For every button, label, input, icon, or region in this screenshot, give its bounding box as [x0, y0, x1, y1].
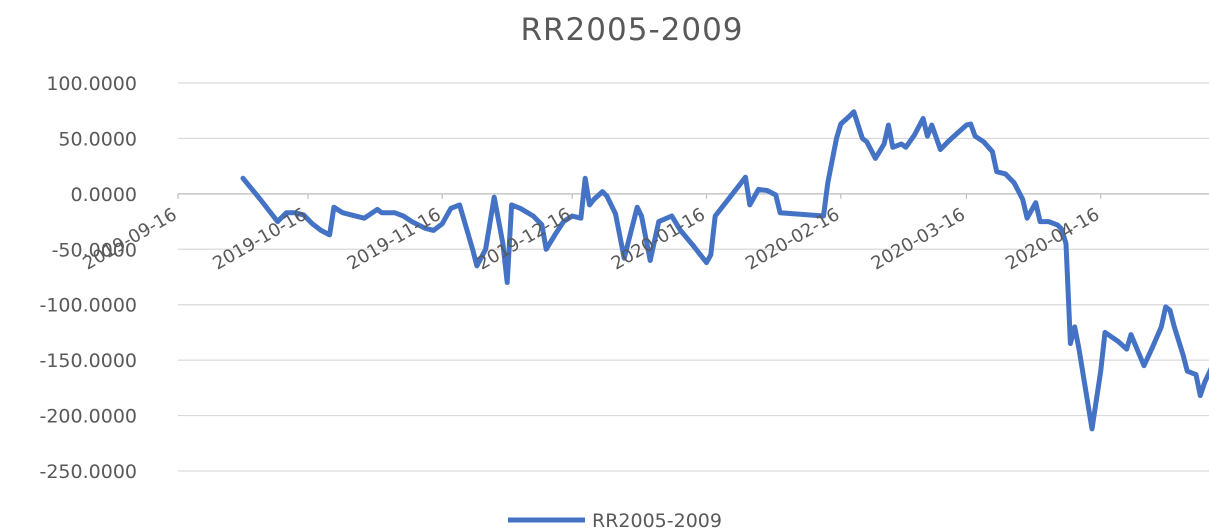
- x-tick-label: 2020-04-16: [1002, 204, 1103, 274]
- x-tick-label: 2020-01-16: [608, 204, 709, 274]
- gridlines: [177, 82, 1209, 472]
- x-tick-label: 2019-10-16: [209, 204, 310, 274]
- series-line: [240, 109, 1209, 432]
- y-tick-label: -50.0000: [52, 239, 137, 261]
- y-axis-tick-labels: 100.0000 50.0000 0.0000 -50.0000 -100.0000 -1…: [39, 73, 137, 483]
- legend-label: RR2005-2009: [592, 510, 722, 532]
- y-tick-label: 0.0000: [71, 184, 137, 206]
- y-tick-label: 100.0000: [46, 73, 137, 95]
- y-tick-label: -200.0000: [39, 406, 137, 428]
- y-tick-label: -250.0000: [39, 461, 137, 483]
- series-layer: [240, 109, 1209, 432]
- chart-title: RR2005-2009: [520, 12, 743, 48]
- x-axis-tick-labels: 2019-09-16 2019-10-16 2019-11-16 2019-12-16…: [79, 204, 1103, 274]
- y-tick-label: -100.0000: [39, 295, 137, 317]
- y-tick-label: 50.0000: [58, 128, 137, 150]
- x-tick-label: 2020-03-16: [868, 204, 969, 274]
- legend: RR2005-2009: [508, 510, 722, 532]
- y-tick-label: -150.0000: [39, 350, 137, 372]
